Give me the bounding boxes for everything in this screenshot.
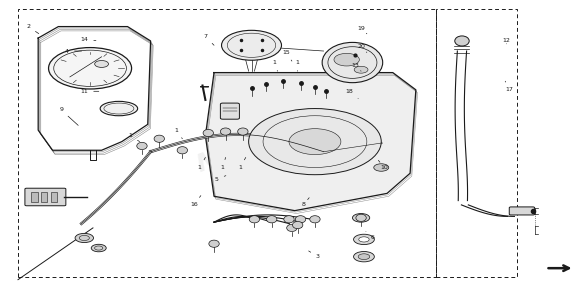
Text: 1: 1 bbox=[175, 128, 182, 139]
FancyBboxPatch shape bbox=[509, 207, 535, 215]
Circle shape bbox=[221, 30, 281, 60]
Text: 4: 4 bbox=[65, 49, 81, 53]
Ellipse shape bbox=[266, 216, 277, 223]
Text: 5: 5 bbox=[215, 176, 226, 181]
Text: 6: 6 bbox=[366, 231, 375, 240]
Ellipse shape bbox=[292, 221, 303, 229]
Circle shape bbox=[95, 60, 109, 67]
Ellipse shape bbox=[295, 216, 306, 223]
Ellipse shape bbox=[100, 101, 138, 116]
Circle shape bbox=[354, 251, 375, 262]
Bar bbox=[436, 9, 517, 277]
Bar bbox=[41, 192, 47, 202]
Text: 3: 3 bbox=[309, 251, 320, 259]
Text: 14: 14 bbox=[80, 37, 96, 42]
Text: 15: 15 bbox=[282, 50, 292, 61]
Circle shape bbox=[354, 66, 368, 73]
Circle shape bbox=[91, 244, 106, 252]
Text: 1: 1 bbox=[128, 133, 140, 142]
Bar bbox=[31, 192, 38, 202]
Text: 1: 1 bbox=[238, 158, 246, 170]
Ellipse shape bbox=[137, 142, 147, 149]
Bar bbox=[18, 9, 436, 277]
Ellipse shape bbox=[238, 128, 248, 135]
Ellipse shape bbox=[322, 42, 383, 83]
Text: 1: 1 bbox=[296, 60, 299, 71]
Text: 7: 7 bbox=[203, 34, 214, 45]
Ellipse shape bbox=[310, 216, 320, 223]
Text: 10: 10 bbox=[379, 160, 388, 170]
Circle shape bbox=[359, 237, 369, 242]
Ellipse shape bbox=[287, 224, 297, 231]
Circle shape bbox=[49, 48, 132, 89]
Text: 19: 19 bbox=[357, 25, 367, 34]
Text: 18: 18 bbox=[346, 89, 358, 99]
Text: 12: 12 bbox=[502, 38, 510, 44]
Ellipse shape bbox=[209, 240, 219, 247]
Text: Motorparts: Motorparts bbox=[194, 101, 350, 177]
Ellipse shape bbox=[356, 214, 366, 221]
FancyBboxPatch shape bbox=[220, 103, 239, 119]
Circle shape bbox=[75, 234, 94, 242]
Text: 1: 1 bbox=[273, 60, 277, 71]
Text: 1: 1 bbox=[221, 158, 225, 170]
Polygon shape bbox=[205, 73, 416, 211]
Text: 2: 2 bbox=[27, 24, 39, 34]
Text: 8: 8 bbox=[302, 198, 309, 208]
Circle shape bbox=[249, 109, 381, 175]
Ellipse shape bbox=[177, 147, 187, 154]
Text: 16: 16 bbox=[190, 196, 201, 208]
Text: 11: 11 bbox=[80, 89, 99, 94]
Ellipse shape bbox=[284, 216, 294, 223]
Text: 17: 17 bbox=[505, 81, 513, 92]
Bar bbox=[51, 192, 57, 202]
Text: 20: 20 bbox=[357, 44, 367, 53]
FancyBboxPatch shape bbox=[25, 188, 66, 206]
Ellipse shape bbox=[455, 36, 469, 46]
Circle shape bbox=[358, 254, 370, 260]
Text: 1: 1 bbox=[198, 158, 205, 170]
Circle shape bbox=[334, 53, 360, 66]
Ellipse shape bbox=[220, 128, 231, 135]
Circle shape bbox=[353, 214, 370, 222]
Circle shape bbox=[354, 234, 375, 244]
Text: 9: 9 bbox=[59, 108, 78, 125]
Ellipse shape bbox=[154, 135, 165, 142]
Circle shape bbox=[289, 129, 341, 155]
Circle shape bbox=[374, 164, 389, 171]
Ellipse shape bbox=[203, 129, 213, 137]
Ellipse shape bbox=[249, 216, 260, 223]
Text: 13: 13 bbox=[351, 63, 361, 71]
